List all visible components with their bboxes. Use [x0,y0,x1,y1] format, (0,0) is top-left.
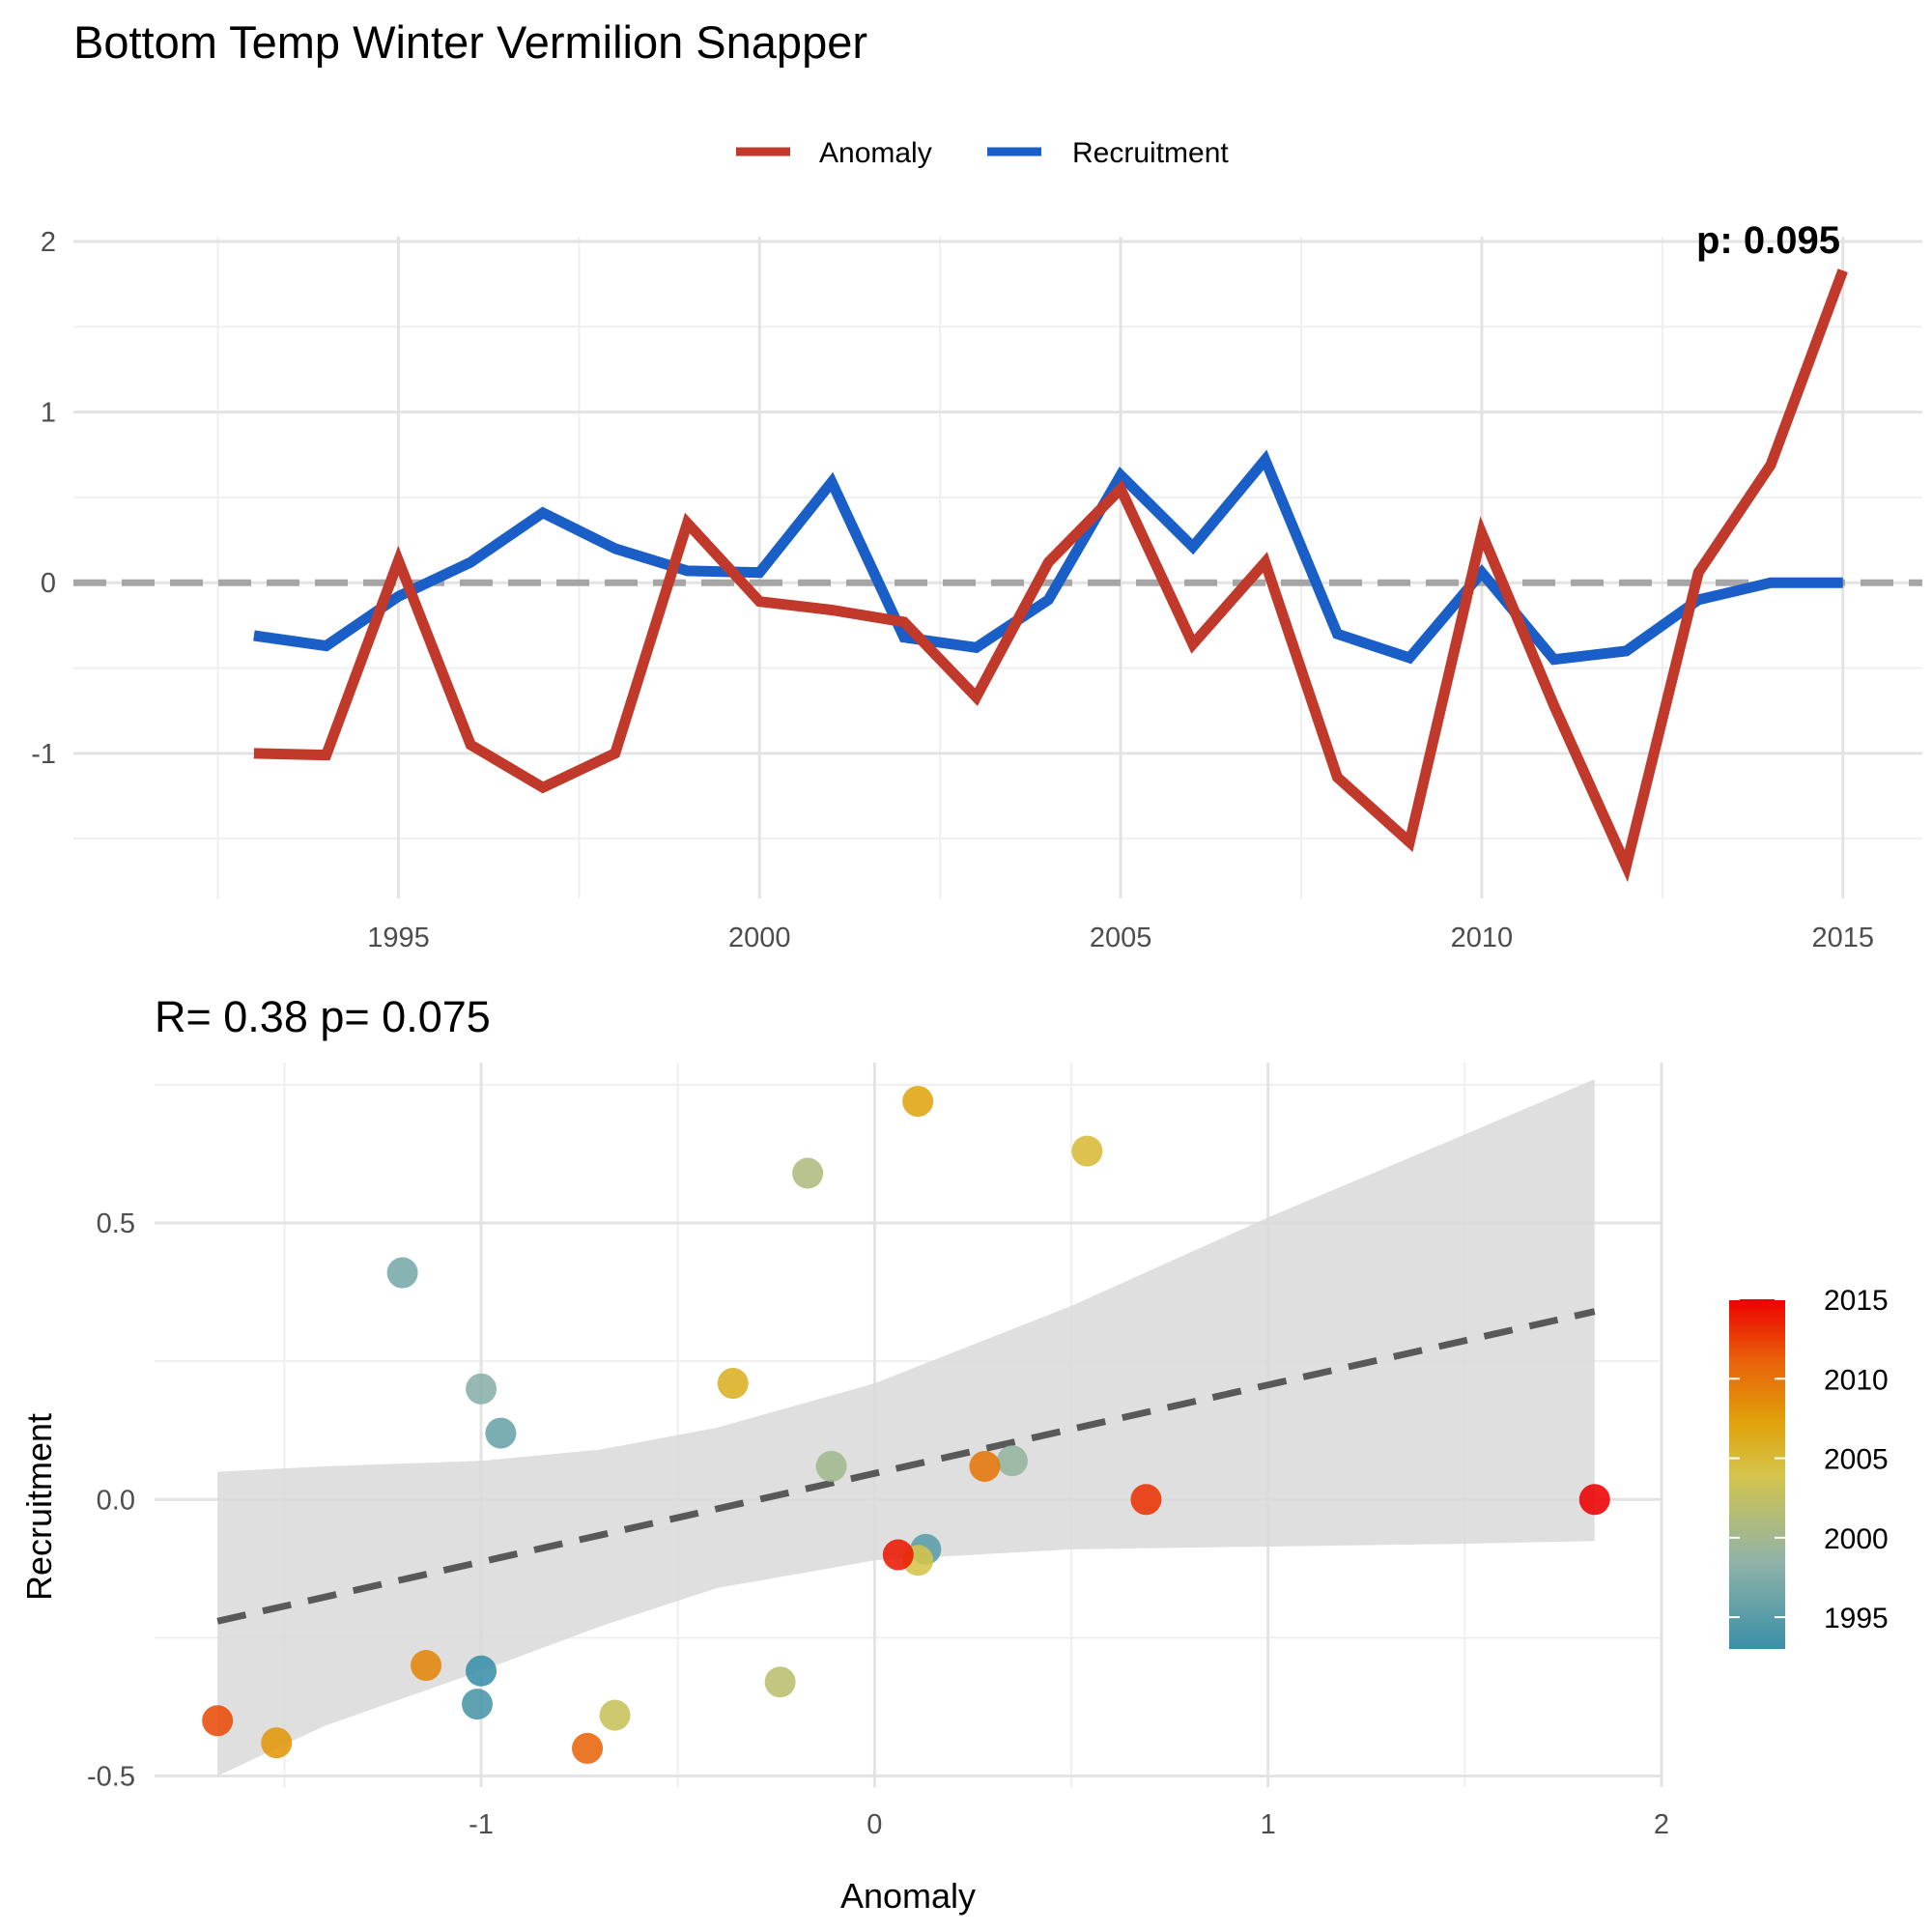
scatter-point [572,1732,604,1764]
y-tick-label: 1 [41,398,56,429]
x-tick-label: 2005 [1090,923,1152,953]
top-y-tick-labels: -1 0 1 2 [31,227,56,770]
scatter-point [815,1450,847,1482]
series-line-anomaly [253,269,1848,883]
scatter-point [764,1666,796,1698]
scatter-point [485,1417,517,1449]
x-tick-label: 2015 [1812,923,1875,953]
scatter-x-tick-labels: -1 0 1 2 [469,1809,1669,1840]
x-tick-label: 2010 [1451,923,1514,953]
scatter-point [466,1655,497,1687]
colorbar-tick-label: 2010 [1824,1364,1889,1396]
scatter-point [261,1727,293,1759]
scatter-point [996,1445,1028,1477]
x-tick-label: 2 [1654,1809,1669,1840]
top-x-tick-labels: 1995 2000 2005 2010 2015 [367,923,1874,953]
legend-label-anomaly: Anomaly [819,137,932,169]
scatter-point [466,1373,497,1405]
colorbar-tick-label: 2015 [1824,1285,1889,1317]
colorbar-tick-label: 1995 [1824,1603,1889,1634]
scatter-chart: R= 0.38 p= 0.075 -1 0 1 2 -0.5 0.0 0.5 Anomal… [19,992,1889,1916]
colorbar-tick-label: 2005 [1824,1444,1889,1476]
colorbar-tick-labels: 2015 2010 2005 2000 1995 [1729,1285,1889,1634]
y-axis-title: Recruitment [19,1413,59,1601]
scatter-points [202,1086,1610,1764]
x-tick-label: 1995 [367,923,430,953]
y-tick-label: 0.5 [97,1208,135,1239]
scatter-point [902,1086,934,1118]
scatter-subtitle: R= 0.38 p= 0.075 [155,992,491,1041]
scatter-point [202,1705,234,1737]
x-tick-label: 2000 [728,923,791,953]
colorbar: 2015 2010 2005 2000 1995 [1729,1285,1889,1649]
scatter-point [1130,1484,1162,1516]
colorbar-gradient [1729,1299,1785,1649]
x-tick-label: 1 [1261,1809,1276,1840]
scatter-point [461,1689,493,1720]
y-tick-label: 2 [41,227,56,258]
chart-title: Bottom Temp Winter Vermilion Snapper [73,16,867,68]
y-tick-label: 0 [41,568,56,599]
colorbar-tick-label: 2000 [1824,1523,1889,1555]
y-tick-label: 0.0 [97,1485,135,1516]
trend-line [216,1308,1596,1625]
scatter-point [599,1699,631,1731]
scatter-point [411,1650,442,1682]
series-line-recruitment [253,449,1843,666]
legend-label-recruitment: Recruitment [1072,137,1229,169]
x-tick-label: -1 [469,1809,494,1840]
x-axis-title: Anomaly [840,1876,976,1916]
top-right-annotation: p: 0.095 [1696,219,1840,262]
scatter-point [386,1257,418,1289]
scatter-point [882,1539,914,1571]
scatter-point [1578,1484,1610,1516]
y-tick-label: -1 [31,739,56,770]
scatter-point [969,1450,1001,1482]
scatter-y-tick-labels: -0.5 0.0 0.5 [87,1208,135,1793]
line-chart: Anomaly Recruitment 1995 2000 2005 2010 2015… [31,137,1922,953]
confidence-ribbon [217,1079,1595,1776]
y-tick-label: -0.5 [87,1762,135,1793]
scatter-point [717,1368,749,1400]
legend: Anomaly Recruitment [736,137,1229,169]
scatter-point [1071,1135,1103,1167]
scatter-point [792,1157,824,1189]
x-tick-label: 0 [867,1809,882,1840]
